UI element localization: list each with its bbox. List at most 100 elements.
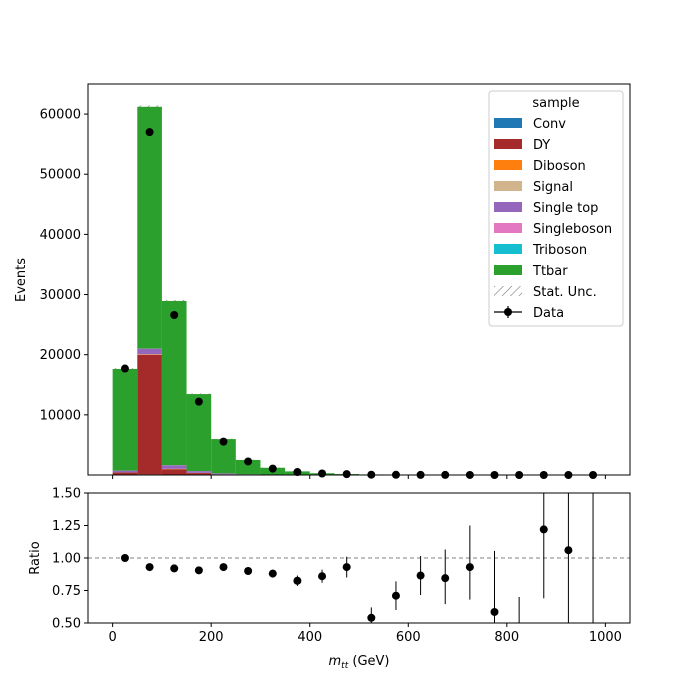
legend-swatch	[494, 181, 522, 191]
x-tick-label: 1000	[589, 630, 622, 645]
legend-label: Signal	[533, 180, 573, 195]
legend-swatch	[494, 244, 522, 254]
legend: sample Conv DY Diboson Signal Single top Sing…	[488, 90, 624, 327]
ratio-point	[268, 569, 277, 578]
data-point	[170, 310, 179, 319]
legend-label: Data	[533, 306, 564, 321]
bar-ttbar	[137, 106, 162, 349]
legend-swatch	[494, 160, 522, 170]
bar-ttbar	[161, 300, 187, 466]
bar-single-top	[161, 465, 187, 469]
main-x-axis-ticks	[112, 475, 606, 479]
main-y-axis-ticks: 10000 20000 30000 40000 50000 60000	[40, 108, 88, 423]
ratio-point	[416, 571, 425, 580]
y-tick-label: 50000	[40, 168, 81, 183]
legend-label: Single top	[533, 201, 598, 216]
ratio-plot-frame	[87, 492, 631, 624]
ratio-panel: 0.50 0.75 1.00 1.25 1.50 0 200 400 600 800 1000 R…	[28, 487, 631, 671]
data-point	[318, 469, 327, 478]
legend-label: DY	[533, 138, 550, 153]
legend-label: Triboson	[532, 243, 587, 258]
legend-swatch	[494, 139, 522, 149]
x-tick-label: 600	[396, 630, 421, 645]
ratio-y-axis-label: Ratio	[28, 541, 43, 574]
x-axis-label: mtt (GeV)	[329, 654, 390, 671]
bar-dy	[137, 354, 162, 475]
legend-title: sample	[532, 96, 579, 111]
legend-swatch-data-marker	[504, 308, 512, 316]
legend-label: Conv	[533, 117, 566, 132]
bar-single-top	[137, 348, 162, 355]
legend-label: Stat. Unc.	[533, 285, 597, 300]
bar-single-top	[112, 470, 138, 473]
legend-swatch	[494, 223, 522, 233]
x-axis-label-unit: (GeV)	[348, 654, 389, 669]
x-axis-label-sub: tt	[341, 661, 349, 671]
data-point	[342, 470, 351, 479]
legend-swatch-stat-unc	[494, 286, 522, 296]
ratio-y-axis-ticks: 0.50 0.75 1.00 1.25 1.50	[52, 487, 88, 632]
ratio-point	[244, 567, 253, 575]
ratio-y-tick-label: 1.50	[52, 487, 81, 502]
legend-swatch	[494, 118, 522, 128]
legend-swatch	[494, 202, 522, 212]
legend-label: Ttbar	[532, 264, 568, 279]
legend-label: Singleboson	[533, 222, 612, 237]
ratio-points	[120, 493, 594, 623]
bar-single-top	[211, 473, 236, 475]
y-axis-label: Events	[14, 258, 29, 302]
y-tick-label: 60000	[40, 108, 81, 123]
ratio-point	[490, 607, 499, 616]
bar-ttbar	[235, 459, 261, 475]
ratio-point	[194, 566, 203, 575]
bar-ttbar	[186, 394, 212, 472]
ratio-point	[367, 613, 376, 622]
main-plot-frame	[87, 83, 631, 476]
data-point	[194, 397, 203, 406]
ratio-point	[219, 563, 228, 572]
ratio-y-tick-label: 0.75	[52, 584, 81, 599]
ratio-point	[170, 564, 179, 573]
x-tick-label: 0	[108, 630, 116, 645]
ratio-point	[293, 576, 302, 585]
legend-swatch	[494, 265, 522, 275]
ratio-y-tick-label: 0.50	[52, 617, 81, 632]
ratio-y-tick-label: 1.00	[52, 552, 81, 567]
ratio-point	[391, 591, 400, 600]
bar-single-top	[186, 471, 212, 473]
stat-unc-band	[161, 299, 187, 302]
y-tick-label: 10000	[40, 408, 81, 423]
ratio-point	[318, 572, 327, 581]
ratio-x-axis-ticks: 0 200 400 600 800 1000	[108, 623, 622, 645]
legend-entries: Conv DY Diboson Signal Single top Singleboson…	[494, 117, 612, 321]
y-tick-label: 20000	[40, 348, 81, 363]
stat-unc-band	[137, 105, 162, 109]
data-point	[120, 364, 129, 373]
x-tick-label: 800	[494, 630, 519, 645]
legend-label: Diboson	[533, 159, 586, 174]
data-point	[219, 437, 228, 446]
ratio-point	[120, 554, 129, 562]
y-tick-label: 40000	[40, 228, 81, 243]
ratio-point	[441, 574, 450, 583]
legend-frame	[488, 90, 624, 327]
ratio-y-tick-label: 1.25	[52, 519, 81, 534]
data-point	[268, 464, 277, 473]
ratio-point	[564, 546, 573, 555]
y-tick-label: 30000	[40, 288, 81, 303]
ratio-point	[342, 563, 351, 572]
data-point	[293, 468, 302, 477]
bar-dy	[186, 473, 212, 475]
ratio-point	[145, 563, 154, 572]
stat-unc-band	[186, 393, 212, 395]
bar-dy	[161, 469, 187, 475]
main-panel: 10000 20000 30000 40000 50000 60000 Events	[14, 83, 631, 479]
stacked-bars	[112, 106, 581, 475]
ratio-point	[539, 525, 548, 534]
ratio-point	[465, 563, 474, 572]
bar-ttbar	[112, 368, 138, 471]
x-tick-label: 200	[199, 630, 224, 645]
data-point	[244, 457, 253, 466]
bar-dy	[112, 472, 138, 475]
